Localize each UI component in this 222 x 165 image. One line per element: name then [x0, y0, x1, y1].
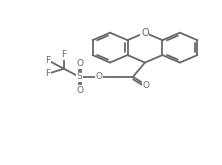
Text: O: O — [76, 86, 83, 95]
Text: O: O — [141, 28, 149, 38]
Text: O: O — [95, 72, 102, 81]
Text: S: S — [76, 72, 82, 81]
Text: O: O — [76, 59, 83, 68]
Text: F: F — [45, 69, 50, 78]
Text: F: F — [61, 50, 66, 59]
Text: F: F — [45, 56, 50, 65]
Text: O: O — [143, 81, 150, 90]
